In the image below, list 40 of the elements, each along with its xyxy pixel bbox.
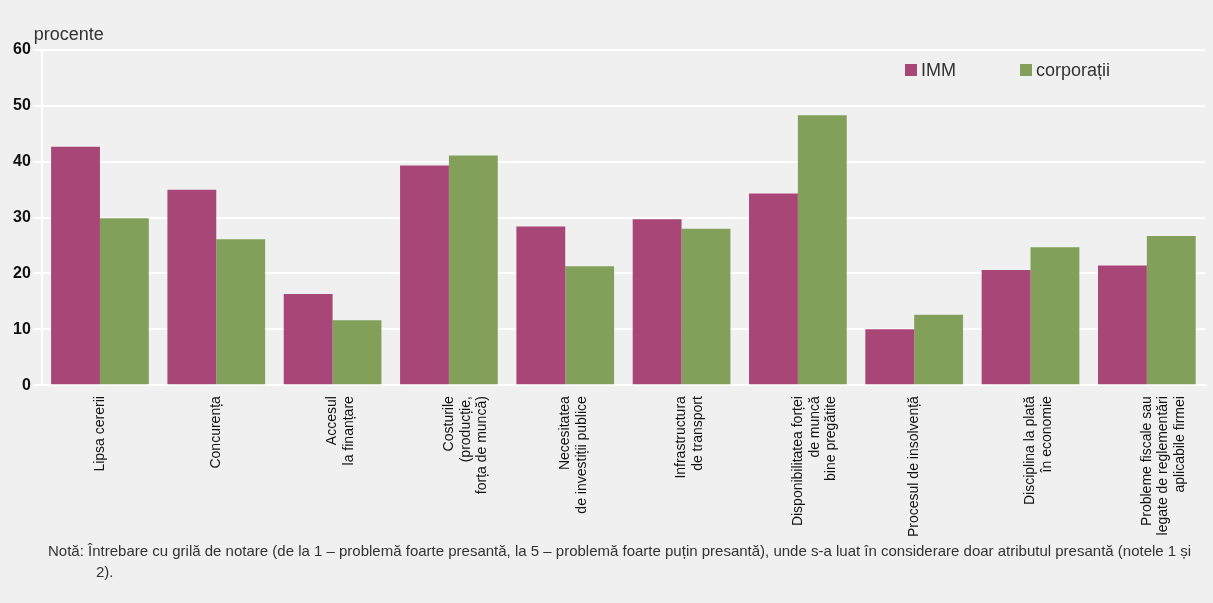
bar xyxy=(400,165,449,385)
x-tick-label: Infrastructura de transport xyxy=(672,395,706,479)
y-tick-label: 30 xyxy=(13,207,31,225)
bar xyxy=(797,115,847,385)
x-tick-label: Disciplina la plată în economie xyxy=(1021,395,1055,506)
bar xyxy=(749,193,798,385)
bar xyxy=(99,218,149,385)
y-tick-label: 10 xyxy=(13,319,31,337)
y-tick-label: 50 xyxy=(13,96,31,114)
bar xyxy=(865,329,915,385)
bar xyxy=(332,320,382,385)
bar xyxy=(565,266,615,385)
x-tick-label: Probleme fiscale sau legate de reglementări aplicabile firmei xyxy=(1137,396,1188,536)
y-tick-label: 60 xyxy=(13,40,31,58)
x-tick-label: Lipsa cererii xyxy=(90,396,107,472)
y-tick-label: 40 xyxy=(13,152,31,170)
bar xyxy=(448,155,498,385)
bar xyxy=(1146,236,1196,385)
text: Notă: Întrebare cu grilă de notare (de la 1 – problemă foarte presantă, la 5 – problemă foarte puțin presantă), unde s-a luat în considerare doar atributul presantă (notele 1 și 2). xyxy=(48,541,1193,582)
bar xyxy=(216,239,266,385)
y-tick-label: 20 xyxy=(13,263,31,281)
bar xyxy=(1030,247,1080,385)
bar xyxy=(516,226,566,385)
bar xyxy=(1097,265,1147,385)
y-tick-label: 0 xyxy=(21,375,31,393)
bar xyxy=(681,228,731,385)
y-axis-title: procente xyxy=(33,23,104,44)
x-tick-label: Concurența xyxy=(207,395,224,469)
bar xyxy=(914,314,964,385)
legend-label: IMM xyxy=(921,59,956,80)
x-tick-label: Costurile (producție, forța de muncă) xyxy=(439,395,490,495)
bar xyxy=(167,189,217,385)
bar xyxy=(51,146,100,385)
bar xyxy=(981,270,1031,385)
bar xyxy=(283,294,333,385)
x-tick-label: Procesul de insolvență xyxy=(905,395,922,538)
legend-label: corporații xyxy=(1036,59,1111,80)
bar xyxy=(632,219,682,385)
x-tick-label: Accesul la finanțare xyxy=(323,395,357,466)
x-tick-label: Disponibilitatea forței de muncă bine pregătite xyxy=(788,395,839,527)
